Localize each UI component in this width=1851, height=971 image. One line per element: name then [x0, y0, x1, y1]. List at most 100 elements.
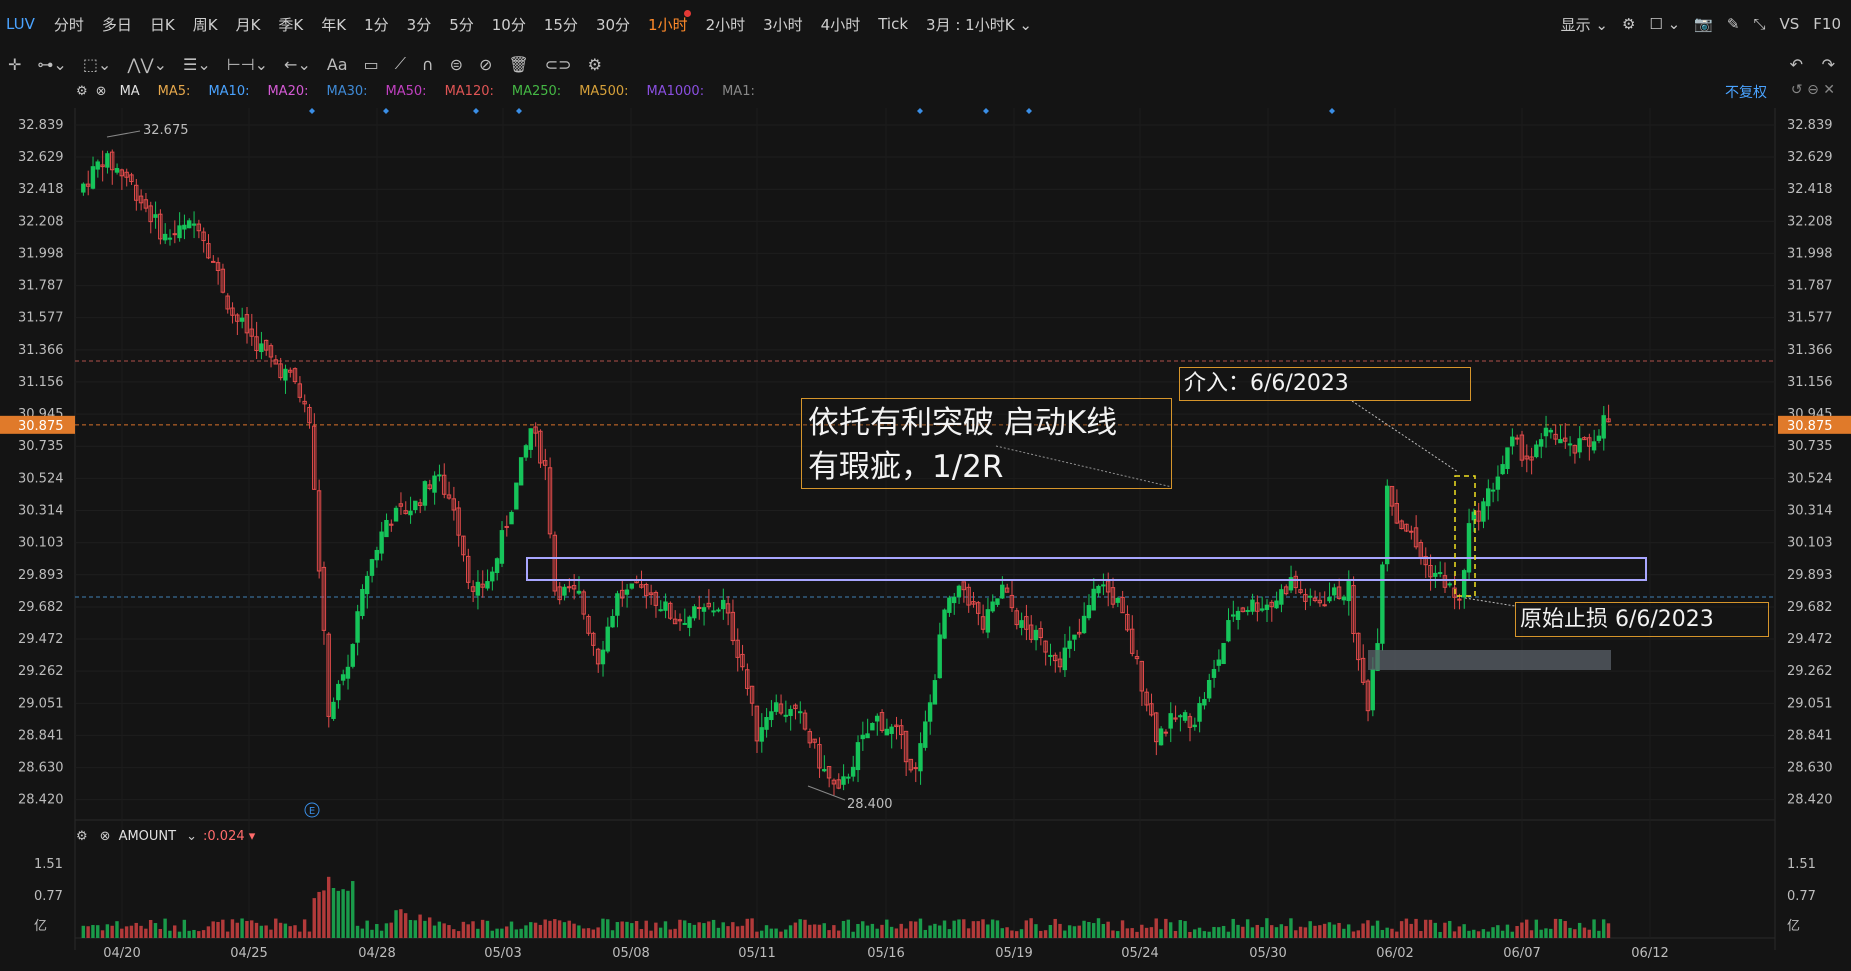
price-label-left-8: 31.156 [18, 375, 64, 390]
tab-timeframe-1[interactable]: 多日 [101, 15, 132, 34]
legend-settings-icon[interactable]: ⚙ [76, 83, 88, 99]
tab-timeframe-3[interactable]: 周K [192, 15, 218, 34]
arrow-icon[interactable]: ←⌄ [284, 54, 311, 74]
ma-legend-1[interactable]: MA10: [208, 83, 250, 99]
tab-timeframe-13[interactable]: 1小时 [639, 9, 697, 35]
wave-icon[interactable]: ⋀⋁⌄ [127, 54, 167, 74]
ma-legend-5[interactable]: MA120: [444, 83, 494, 99]
collapse-icon[interactable]: ⤡ [1753, 15, 1766, 33]
vol-label-left-1: 0.77 [34, 889, 63, 904]
pencil-icon[interactable]: ✎ [1726, 15, 1740, 33]
volume-bar-225 [1164, 918, 1168, 938]
tab-timeframe-12[interactable]: 30分 [595, 15, 631, 34]
volume-bar-209 [1087, 921, 1091, 938]
chart-canvas[interactable]: 32.839 32.839 32.629 32.629 32.418 32.418 32.2… [0, 80, 1851, 971]
volume-bar-157 [836, 930, 841, 938]
ma-legend-4[interactable]: MA50: [385, 83, 427, 99]
tab-timeframe-11[interactable]: 15分 [543, 15, 578, 34]
candle-body-117 [644, 583, 649, 597]
tab-timeframe-0[interactable]: 分时 [53, 15, 84, 34]
candle-body-167 [884, 728, 890, 736]
vol-close-icon[interactable]: ⊗ [99, 828, 111, 844]
volume-bar-223 [1154, 918, 1158, 938]
volume-bar-57 [355, 925, 360, 938]
ma-legend-3[interactable]: MA30: [326, 83, 368, 99]
tab-timeframe-9[interactable]: 5分 [449, 15, 474, 34]
volume-bar-105 [586, 928, 591, 938]
tab-timeframe-16[interactable]: 4小时 [820, 15, 861, 34]
ma-legend-2[interactable]: MA20: [267, 83, 309, 99]
tab-timeframe-5[interactable]: 季K [278, 15, 304, 34]
pen-icon[interactable]: ⟋ [394, 54, 406, 73]
link-icon[interactable]: ⊂⊃ [544, 54, 572, 74]
tab-timeframe-8[interactable]: 3分 [406, 15, 432, 34]
crosshair-icon[interactable]: ✛ [8, 54, 22, 74]
magnet-icon[interactable]: ∩ [421, 54, 434, 74]
redo-icon[interactable]: ↷ [1821, 54, 1835, 74]
volume-bar-203 [1058, 923, 1062, 938]
annotation-stop[interactable]: 原始止损 6/6/2023 [1515, 602, 1769, 637]
settings-icon[interactable]: ⚙ [587, 54, 602, 74]
candle-body-77 [451, 498, 456, 511]
annotation-main[interactable]: 依托有利突破 启动K线 有瑕疵，1/2R [801, 398, 1172, 489]
legend-close-icon[interactable]: ⊗ [95, 83, 107, 99]
volume-bar-40 [274, 918, 278, 938]
segment-icon[interactable]: ⊶⌄ [37, 54, 67, 74]
layout-select[interactable]: 3月 : 1小时K ⌄ [926, 15, 1032, 34]
vol-settings-icon[interactable]: ⚙ [76, 828, 88, 844]
candle-body-248 [1274, 600, 1279, 609]
gear-icon[interactable]: ⚙ [1621, 15, 1636, 33]
volume-bar-214 [1111, 930, 1115, 938]
candle-body-43 [287, 369, 293, 373]
undo-icon[interactable]: ↶ [1789, 54, 1803, 74]
tab-timeframe-6[interactable]: 年K [321, 15, 347, 34]
symbol-label[interactable]: LUV [6, 15, 35, 33]
vs-button[interactable]: VS [1779, 15, 1800, 33]
measure-icon[interactable]: ⊢⊣⌄ [226, 54, 269, 74]
volume-bar-134 [726, 926, 730, 938]
candle-body-143 [769, 711, 774, 721]
list-icon[interactable]: ☰⌄ [183, 54, 211, 74]
tab-timeframe-2[interactable]: 日K [149, 15, 175, 34]
tab-timeframe-14[interactable]: 2小时 [705, 15, 746, 34]
candle-body-245 [1259, 608, 1265, 611]
lock-icon[interactable]: ⊜ [449, 54, 464, 74]
ma-legend-0[interactable]: MA5: [157, 83, 191, 99]
candle-body-130 [706, 602, 711, 608]
tab-timeframe-10[interactable]: 10分 [491, 15, 526, 34]
tab-timeframe-4[interactable]: 月K [235, 15, 261, 34]
window-icon[interactable]: ☐ ⌄ [1649, 15, 1681, 33]
display-dropdown[interactable]: 显示 ⌄ [1560, 15, 1608, 34]
trash-icon[interactable]: 🗑 [508, 54, 529, 74]
pane-controls[interactable]: ↺ ⊖ ✕ [1790, 82, 1835, 98]
ma-legend-7[interactable]: MA500: [579, 83, 629, 99]
ma-legend-8[interactable]: MA1000: [646, 83, 705, 99]
candle-body-36 [254, 336, 259, 352]
text-icon[interactable]: Aa [326, 54, 348, 74]
volume-bar-190 [995, 920, 1000, 938]
camera-icon[interactable]: 📷 [1694, 15, 1713, 33]
ma-legend-6[interactable]: MA250: [511, 83, 562, 99]
hide-icon[interactable]: ⊘ [479, 54, 493, 74]
candle-body-138 [745, 669, 750, 689]
f10-button[interactable]: F10 [1813, 15, 1841, 33]
volume-dropdown-icon[interactable]: ⌄ [186, 828, 197, 844]
candle-body-234 [1206, 679, 1212, 699]
volume-bar-171 [904, 928, 908, 938]
price-label-right-2: 32.418 [1787, 182, 1833, 197]
volume-indicator[interactable]: AMOUNT [118, 828, 177, 844]
tab-timeframe-17[interactable]: Tick [878, 15, 909, 33]
comment-icon[interactable]: ▭ [363, 54, 379, 74]
tab-timeframe-15[interactable]: 3小时 [763, 15, 803, 34]
volume-bar-125 [683, 920, 687, 938]
price-label-left-7: 31.366 [18, 343, 64, 358]
indicator-name[interactable]: MA [119, 83, 140, 99]
adjust-label[interactable]: 不复权 [1725, 85, 1767, 101]
ma-legend-9[interactable]: MA1: [722, 83, 755, 99]
rect-icon[interactable]: ⬚⌄ [82, 54, 112, 74]
tab-timeframe-7[interactable]: 1分 [364, 15, 389, 34]
candle-body-16 [158, 213, 163, 240]
annotation-entry[interactable]: 介入：6/6/2023 [1179, 367, 1471, 401]
candle-body-255 [1307, 595, 1313, 598]
volume-bar-95 [538, 924, 543, 938]
